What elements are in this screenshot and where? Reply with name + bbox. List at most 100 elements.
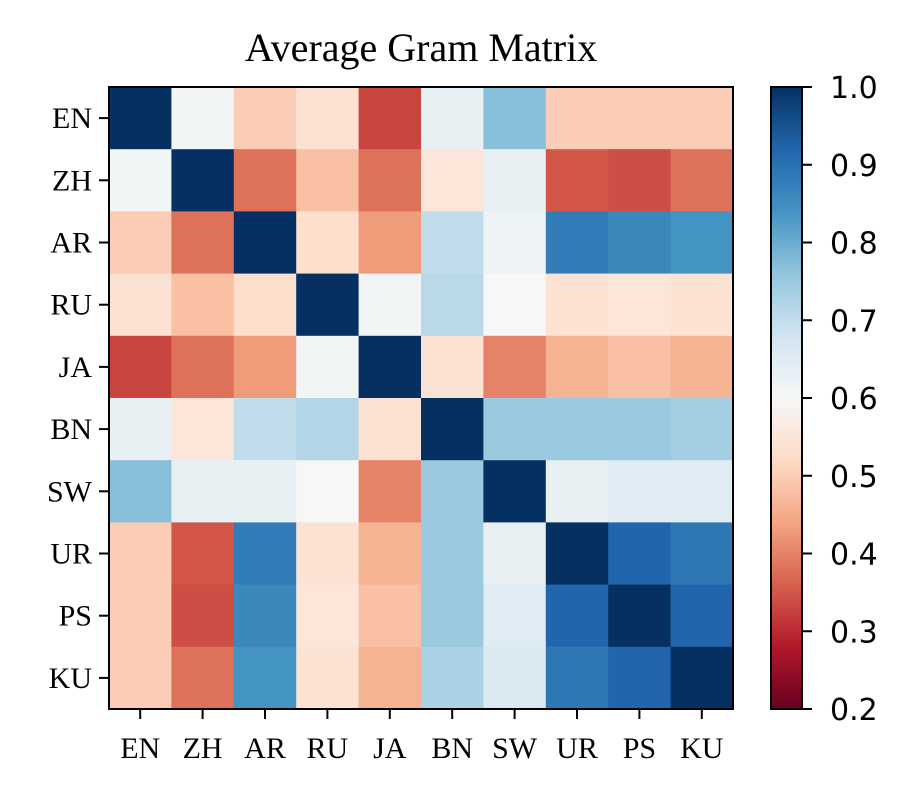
heatmap-cell-sw-ku (670, 460, 734, 523)
colorbar-tick-label: 0.5 (830, 460, 878, 495)
heatmap-cell-ps-bn (421, 584, 484, 648)
heatmap-cell-ja-bn (421, 335, 484, 399)
heatmap-cell-ps-ku (670, 584, 734, 648)
heatmap-cell-zh-ku (670, 149, 734, 212)
colorbar-tick-label: 0.8 (830, 227, 878, 262)
colorbar-ticks: 0.2 0.3 0.4 0.5 0.6 0.7 0.8 0.9 1.0 (802, 71, 878, 728)
heatmap-cell-bn-zh (171, 398, 235, 461)
heatmap-cell-ru-ps (608, 273, 672, 337)
heatmap-cell-ku-sw (483, 646, 547, 710)
heatmap-cell-bn-ur (545, 398, 609, 461)
chart-title: Average Gram Matrix (245, 25, 597, 70)
x-tick-label-ku: KU (680, 732, 724, 765)
heatmap-cell-bn-sw (483, 398, 547, 461)
x-tick-label-en: EN (120, 732, 160, 765)
heatmap-cell-zh-sw (483, 149, 547, 212)
x-tick-label-ru: RU (307, 732, 349, 765)
heatmap-cell-en-ar (233, 87, 297, 150)
heatmap-cell-ja-ar (233, 335, 297, 399)
heatmap-cell-bn-bn (421, 398, 484, 461)
heatmap-cell-zh-ja (358, 149, 422, 212)
colorbar-tick-label: 0.6 (830, 382, 878, 417)
heatmap-cell-zh-bn (421, 149, 484, 212)
heatmap-cell-sw-sw (483, 460, 547, 523)
y-tick-label-bn: BN (50, 413, 92, 446)
heatmap-cell-bn-ja (358, 398, 422, 461)
heatmap-cell-zh-en (109, 149, 172, 212)
heatmap-cell-sw-ps (608, 460, 672, 523)
heatmap-cell-bn-en (109, 398, 172, 461)
heatmap-cell-ja-zh (171, 335, 235, 399)
heatmap-cell-ur-zh (171, 522, 235, 586)
heatmap-cell-ja-ur (545, 335, 609, 399)
heatmap-cell-ku-bn (421, 646, 484, 710)
y-axis: EN ZH AR RU JA BN SW UR PS KU (47, 102, 109, 695)
heatmap-cell-ur-bn (421, 522, 484, 586)
x-axis: EN ZH AR RU JA BN SW UR PS KU (120, 709, 724, 765)
heatmap-cell-ur-sw (483, 522, 547, 586)
heatmap-cell-ar-bn (421, 211, 484, 275)
colorbar-tick-label: 0.4 (830, 538, 878, 573)
heatmap-cell-sw-ja (358, 460, 422, 523)
heatmap-cell-ja-sw (483, 335, 547, 399)
colorbar-tick-label: 0.2 (830, 693, 878, 728)
heatmap-cell-bn-ku (670, 398, 734, 461)
y-tick-label-sw: SW (47, 475, 93, 508)
heatmap-cell-ru-sw (483, 273, 547, 337)
heatmap-cell-ar-ar (233, 211, 297, 275)
heatmap-cell-ar-sw (483, 211, 547, 275)
heatmap-cell-en-ku (670, 87, 734, 150)
heatmap-frame (108, 86, 734, 710)
heatmap-cell-ru-ja (358, 273, 422, 337)
heatmap-cell-ja-ku (670, 335, 734, 399)
colorbar-tick-label: 1.0 (830, 71, 878, 106)
heatmap-cell-sw-bn (421, 460, 484, 523)
heatmap-cell-ar-ur (545, 211, 609, 275)
heatmap-cell-en-bn (421, 87, 484, 150)
heatmap-cell-ru-en (109, 273, 172, 337)
heatmap-cell-ku-ja (358, 646, 422, 710)
heatmap-cell-ku-ps (608, 646, 672, 710)
heatmap-cell-sw-ur (545, 460, 609, 523)
x-tick-label-zh: ZH (183, 732, 223, 765)
y-tick-label-ja: JA (59, 351, 93, 384)
heatmap-cell-bn-ps (608, 398, 672, 461)
heatmap-cell-ja-ps (608, 335, 672, 399)
heatmap-cell-ps-ps (608, 584, 672, 648)
colorbar (770, 86, 803, 710)
heatmap-cell-en-en (109, 87, 172, 150)
heatmap-cell-ps-ja (358, 584, 422, 648)
heatmap-cell-ru-bn (421, 273, 484, 337)
y-tick-label-ar: AR (50, 227, 92, 260)
heatmap-cell-zh-ur (545, 149, 609, 212)
heatmap-cell-ur-en (109, 522, 172, 586)
x-tick-label-ar: AR (244, 732, 286, 765)
heatmap-cell-en-ja (358, 87, 422, 150)
colorbar-tick-label: 0.9 (830, 149, 878, 184)
x-tick-label-sw: SW (492, 732, 538, 765)
heatmap-cell-ru-zh (171, 273, 235, 337)
heatmap-cell-zh-ps (608, 149, 672, 212)
x-tick-label-bn: BN (431, 732, 473, 765)
heatmap-cell-ku-ku (670, 646, 734, 710)
heatmap-cell-ku-ru (296, 646, 360, 710)
heatmap-cell-sw-ru (296, 460, 360, 523)
heatmap-cell-ur-ja (358, 522, 422, 586)
x-tick-label-ur: UR (556, 732, 598, 765)
heatmap-cell-ps-ur (545, 584, 609, 648)
heatmap-cells (109, 87, 734, 710)
heatmap-cell-ar-ja (358, 211, 422, 275)
heatmap-cell-ur-ru (296, 522, 360, 586)
heatmap-cell-ja-en (109, 335, 172, 399)
heatmap-cell-ps-ar (233, 584, 297, 648)
heatmap-cell-ar-zh (171, 211, 235, 275)
y-tick-label-ku: KU (49, 662, 93, 695)
y-tick-label-ru: RU (50, 289, 92, 322)
heatmap-cell-sw-zh (171, 460, 235, 523)
x-tick-label-ja: JA (373, 732, 407, 765)
heatmap-cell-zh-zh (171, 149, 235, 212)
x-tick-label-ps: PS (623, 732, 656, 765)
heatmap-cell-en-sw (483, 87, 547, 150)
y-tick-label-ur: UR (50, 538, 92, 571)
heatmap-cell-ur-ps (608, 522, 672, 586)
